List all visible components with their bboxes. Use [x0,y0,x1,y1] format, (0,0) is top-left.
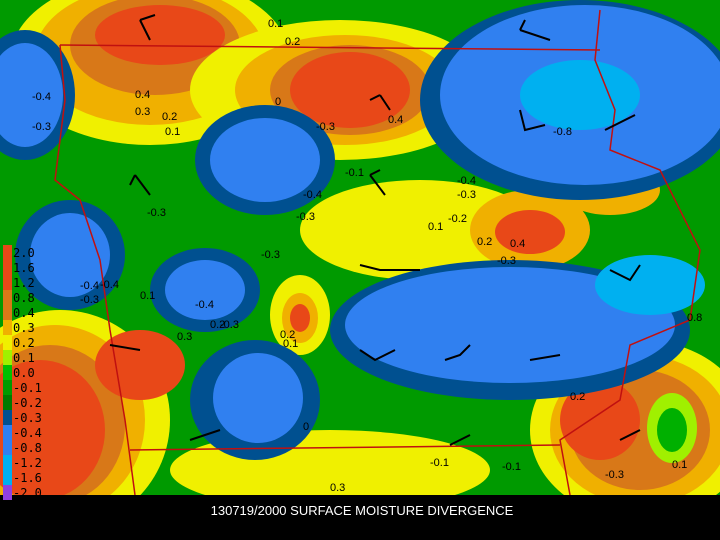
legend-swatch [3,425,12,440]
legend-swatch [3,440,12,455]
legend-label: 2.0 [13,246,35,260]
legend-label: 0.1 [13,351,35,365]
legend-swatch [3,260,12,275]
legend-swatch [3,245,12,260]
legend-swatch [3,275,12,290]
contour-label: -0.3 [147,207,166,219]
contour-label: -0.4 [303,189,322,201]
contour-label: -0.8 [553,126,572,138]
contour-label: -0.1 [430,457,449,469]
contour-label: -0.4 [32,91,51,103]
contour-label: 0.3 [177,331,192,343]
legend-swatch [3,380,12,395]
contour-label: -0.3 [497,255,516,267]
contour-label: 0.2 [477,236,492,248]
contour-label: -0.3 [457,189,476,201]
contour-label: 0.8 [687,312,702,324]
contour-label: 0.3 [135,106,150,118]
contour-label: -0.4 [100,279,119,291]
contour-label: -0.3 [261,249,280,261]
contour-label: 0.4 [135,89,150,101]
legend-swatch [3,365,12,380]
contour-label: 0.1 [672,459,687,471]
contour-label: -0.1 [345,167,364,179]
contour-label: 0.2 [570,391,585,403]
contour-label: -0.3 [296,211,315,223]
contour-label: 0.1 [268,18,283,30]
contour-label: 0.2 [285,36,300,48]
contour-label: 0.4 [388,114,403,126]
caption: 130719/2000 SURFACE MOISTURE DIVERGENCE [211,503,514,518]
legend-label: -0.4 [13,426,42,440]
contour-label: -0.3 [605,469,624,481]
legend-swatch [3,320,12,335]
legend-label: 0.4 [13,306,35,320]
contour-label: -0.4 [195,299,214,311]
legend-swatch [3,350,12,365]
legend-label: 1.6 [13,261,35,275]
contour-label: -0.2 [448,213,467,225]
legend-label: 1.2 [13,276,35,290]
legend-swatch [3,290,12,305]
legend-swatch [3,485,12,500]
contour-label: -0.4 [457,175,476,187]
legend-label: 0.0 [13,366,35,380]
legend-swatch [3,335,12,350]
contour-label: 0.1 [140,290,155,302]
legend-label: -0.3 [13,411,42,425]
legend-label: -1.6 [13,471,42,485]
caption-bar [0,495,720,540]
legend-label: 0.2 [13,336,35,350]
contour-label: 0.1 [283,338,298,350]
contour-label: 0.2 [210,319,225,331]
legend-label: -1.2 [13,456,42,470]
contour-label: -0.3 [80,294,99,306]
legend-swatch [3,470,12,485]
legend-label: -0.2 [13,396,42,410]
contour-label: 0.1 [165,126,180,138]
legend-label: 0.8 [13,291,35,305]
contour-label: -0.3 [316,121,335,133]
legend-label: -0.1 [13,381,42,395]
contour-label: -0.4 [80,280,99,292]
contour-label: 0.3 [330,482,345,494]
contour-label: -0.3 [220,319,239,331]
contour-label: 0.4 [510,238,525,250]
legend-swatch [3,410,12,425]
legend-label: -0.8 [13,441,42,455]
contour-label: 0.2 [162,111,177,123]
contour-label: 0 [303,421,309,433]
legend-label: 0.3 [13,321,35,335]
legend-label: -2.0 [13,486,42,500]
contour-label: 0 [275,96,281,108]
legend-swatch [3,305,12,320]
state-borders [54,9,701,496]
contour-label: -0.1 [502,461,521,473]
contour-label: -0.3 [32,121,51,133]
legend-swatch [3,455,12,470]
legend-swatch [3,395,12,410]
contour-label: 0.2 [280,329,295,341]
contour-label: 0.1 [428,221,443,233]
wind-barbs [109,14,641,446]
